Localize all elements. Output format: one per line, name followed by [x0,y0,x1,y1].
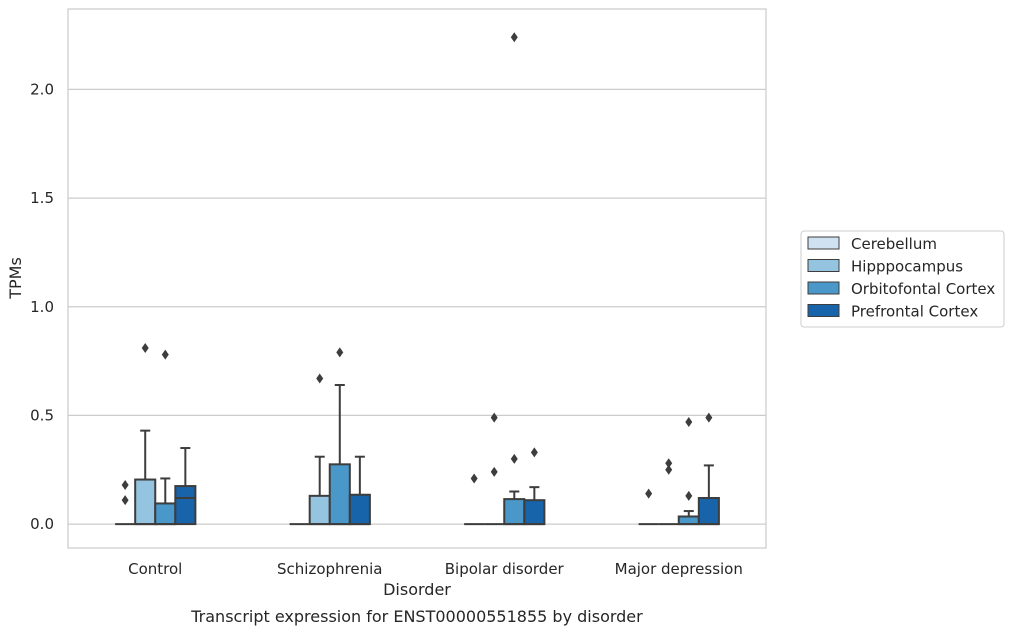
outlier-point [490,412,498,423]
outlier-point [530,447,538,458]
box [174,485,197,526]
y-tick-label: 2.0 [30,80,54,98]
x-tick-label: Bipolar disorder [445,560,565,578]
outlier-point [490,466,498,477]
box [154,502,177,526]
box-group [174,447,197,526]
box [328,463,351,526]
chart-title: Transcript expression for ENST0000055185… [190,607,643,626]
outlier-point [705,412,713,423]
outlier-point [685,416,693,427]
outlier-point [336,347,344,358]
outlier-point [510,32,518,43]
y-axis-title: TPMs [6,257,25,300]
box-group [638,488,659,526]
outlier-point [665,464,673,475]
legend-swatch [807,281,840,295]
box-group [658,458,679,526]
y-tick-labels: 0.0 0.5 1.0 1.5 2.0 [30,80,54,533]
box-group [154,349,177,526]
box-group [697,412,720,526]
box-group [523,447,546,526]
legend-swatch [807,236,840,250]
box-group [484,412,505,526]
x-tick-label: Control [128,560,182,578]
box [697,497,720,526]
outlier-point [470,473,478,484]
legend-swatch [807,259,840,272]
y-tick-label: 1.5 [30,189,54,207]
box [523,499,546,526]
x-tick-label: Schizophrenia [277,560,382,578]
box [348,493,371,526]
plot-frame [67,8,767,549]
box [134,478,157,526]
outlier-point [645,488,653,499]
box-group [115,479,136,526]
outlier-point [510,453,518,464]
y-tick-label: 1.0 [30,298,54,316]
y-tick-label: 0.0 [30,515,54,533]
box-group [348,455,371,526]
box [308,494,331,526]
legend-swatch [807,304,840,317]
box-group [134,343,157,526]
legend-label: Hipppocampus [851,258,963,276]
outlier-point [685,490,693,501]
box [503,498,526,526]
y-tick-label: 0.5 [30,406,54,424]
outlier-point [121,495,129,506]
boxes [115,32,720,526]
grid [68,88,766,525]
box-group [308,373,331,526]
legend-label: Prefrontal Cortex [851,303,978,321]
box-group [328,347,351,526]
box-group [677,416,700,526]
x-tick-label: Major depression [615,560,743,578]
legend: Cerebellum Hipppocampus Orbitofontal Corte… [800,230,1005,328]
box-group [503,32,526,526]
outlier-point [161,349,169,360]
x-axis-title: Disorder [383,580,451,599]
legend-label: Cerebellum [851,235,937,253]
outlier-point [316,373,324,384]
outlier-point [141,343,149,354]
legend-frame [800,230,1005,328]
box [677,515,700,526]
outlier-point [121,479,129,490]
x-tick-labels: Control Schizophrenia Bipolar disorder Majo… [128,560,743,578]
outlier-point [665,458,673,469]
legend-label: Orbitofontal Cortex [851,280,995,298]
box-group [464,473,485,526]
